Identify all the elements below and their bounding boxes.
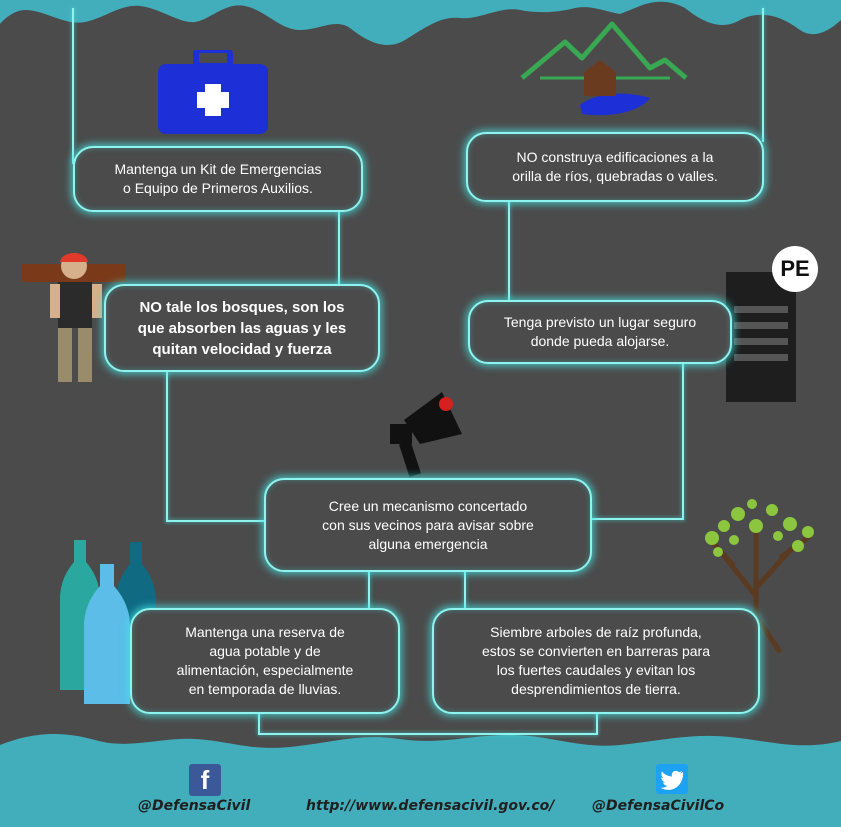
facebook-icon[interactable]: f — [189, 764, 221, 796]
connector-line — [762, 8, 764, 142]
connector-line — [596, 712, 598, 734]
connector-line — [258, 712, 260, 734]
twitter-bird-icon — [660, 770, 684, 790]
connector-line — [338, 210, 340, 290]
connector-line — [464, 570, 466, 610]
bottom-wave — [0, 733, 841, 827]
connector-line — [368, 570, 370, 610]
top-wave — [0, 0, 841, 45]
connector-line — [590, 518, 684, 520]
facebook-handle-link[interactable]: @DefensaCivil — [138, 798, 251, 814]
connector-line — [166, 520, 266, 522]
no-construya-box: NO construya edificaciones a la orilla de… — [466, 132, 764, 202]
mecanismo-concertado-box: Cree un mecanismo concertado con sus veci… — [264, 478, 592, 572]
building-icon — [726, 272, 796, 402]
lumberjack-icon — [22, 253, 126, 382]
siembre-arboles-box: Siembre arboles de raíz profunda, estos s… — [432, 608, 760, 714]
website-link[interactable]: http://www.defensacivil.gov.co/ — [306, 798, 555, 814]
facebook-glyph: f — [200, 765, 210, 795]
connector-line — [258, 733, 598, 735]
pe-badge: PE — [772, 246, 818, 292]
mountain-house-icon — [520, 21, 688, 116]
reserva-agua-box: Mantenga una reserva de agua potable y de… — [130, 608, 400, 714]
megaphone-icon — [390, 392, 462, 478]
lugar-seguro-box: Tenga previsto un lugar seguro donde pued… — [468, 300, 732, 364]
twitter-icon[interactable] — [656, 764, 688, 794]
first-aid-kit-icon — [158, 50, 268, 134]
twitter-handle-link[interactable]: @DefensaCivilCo — [592, 798, 725, 814]
connector-line — [682, 360, 684, 520]
connector-line — [72, 8, 74, 164]
connector-line — [166, 370, 168, 522]
kit-emergencias-box: Mantenga un Kit de Emergencias o Equipo d… — [73, 146, 363, 212]
no-tale-bosques-box: NO tale los bosques, son los que absorben… — [104, 284, 380, 372]
connector-line — [508, 200, 510, 300]
